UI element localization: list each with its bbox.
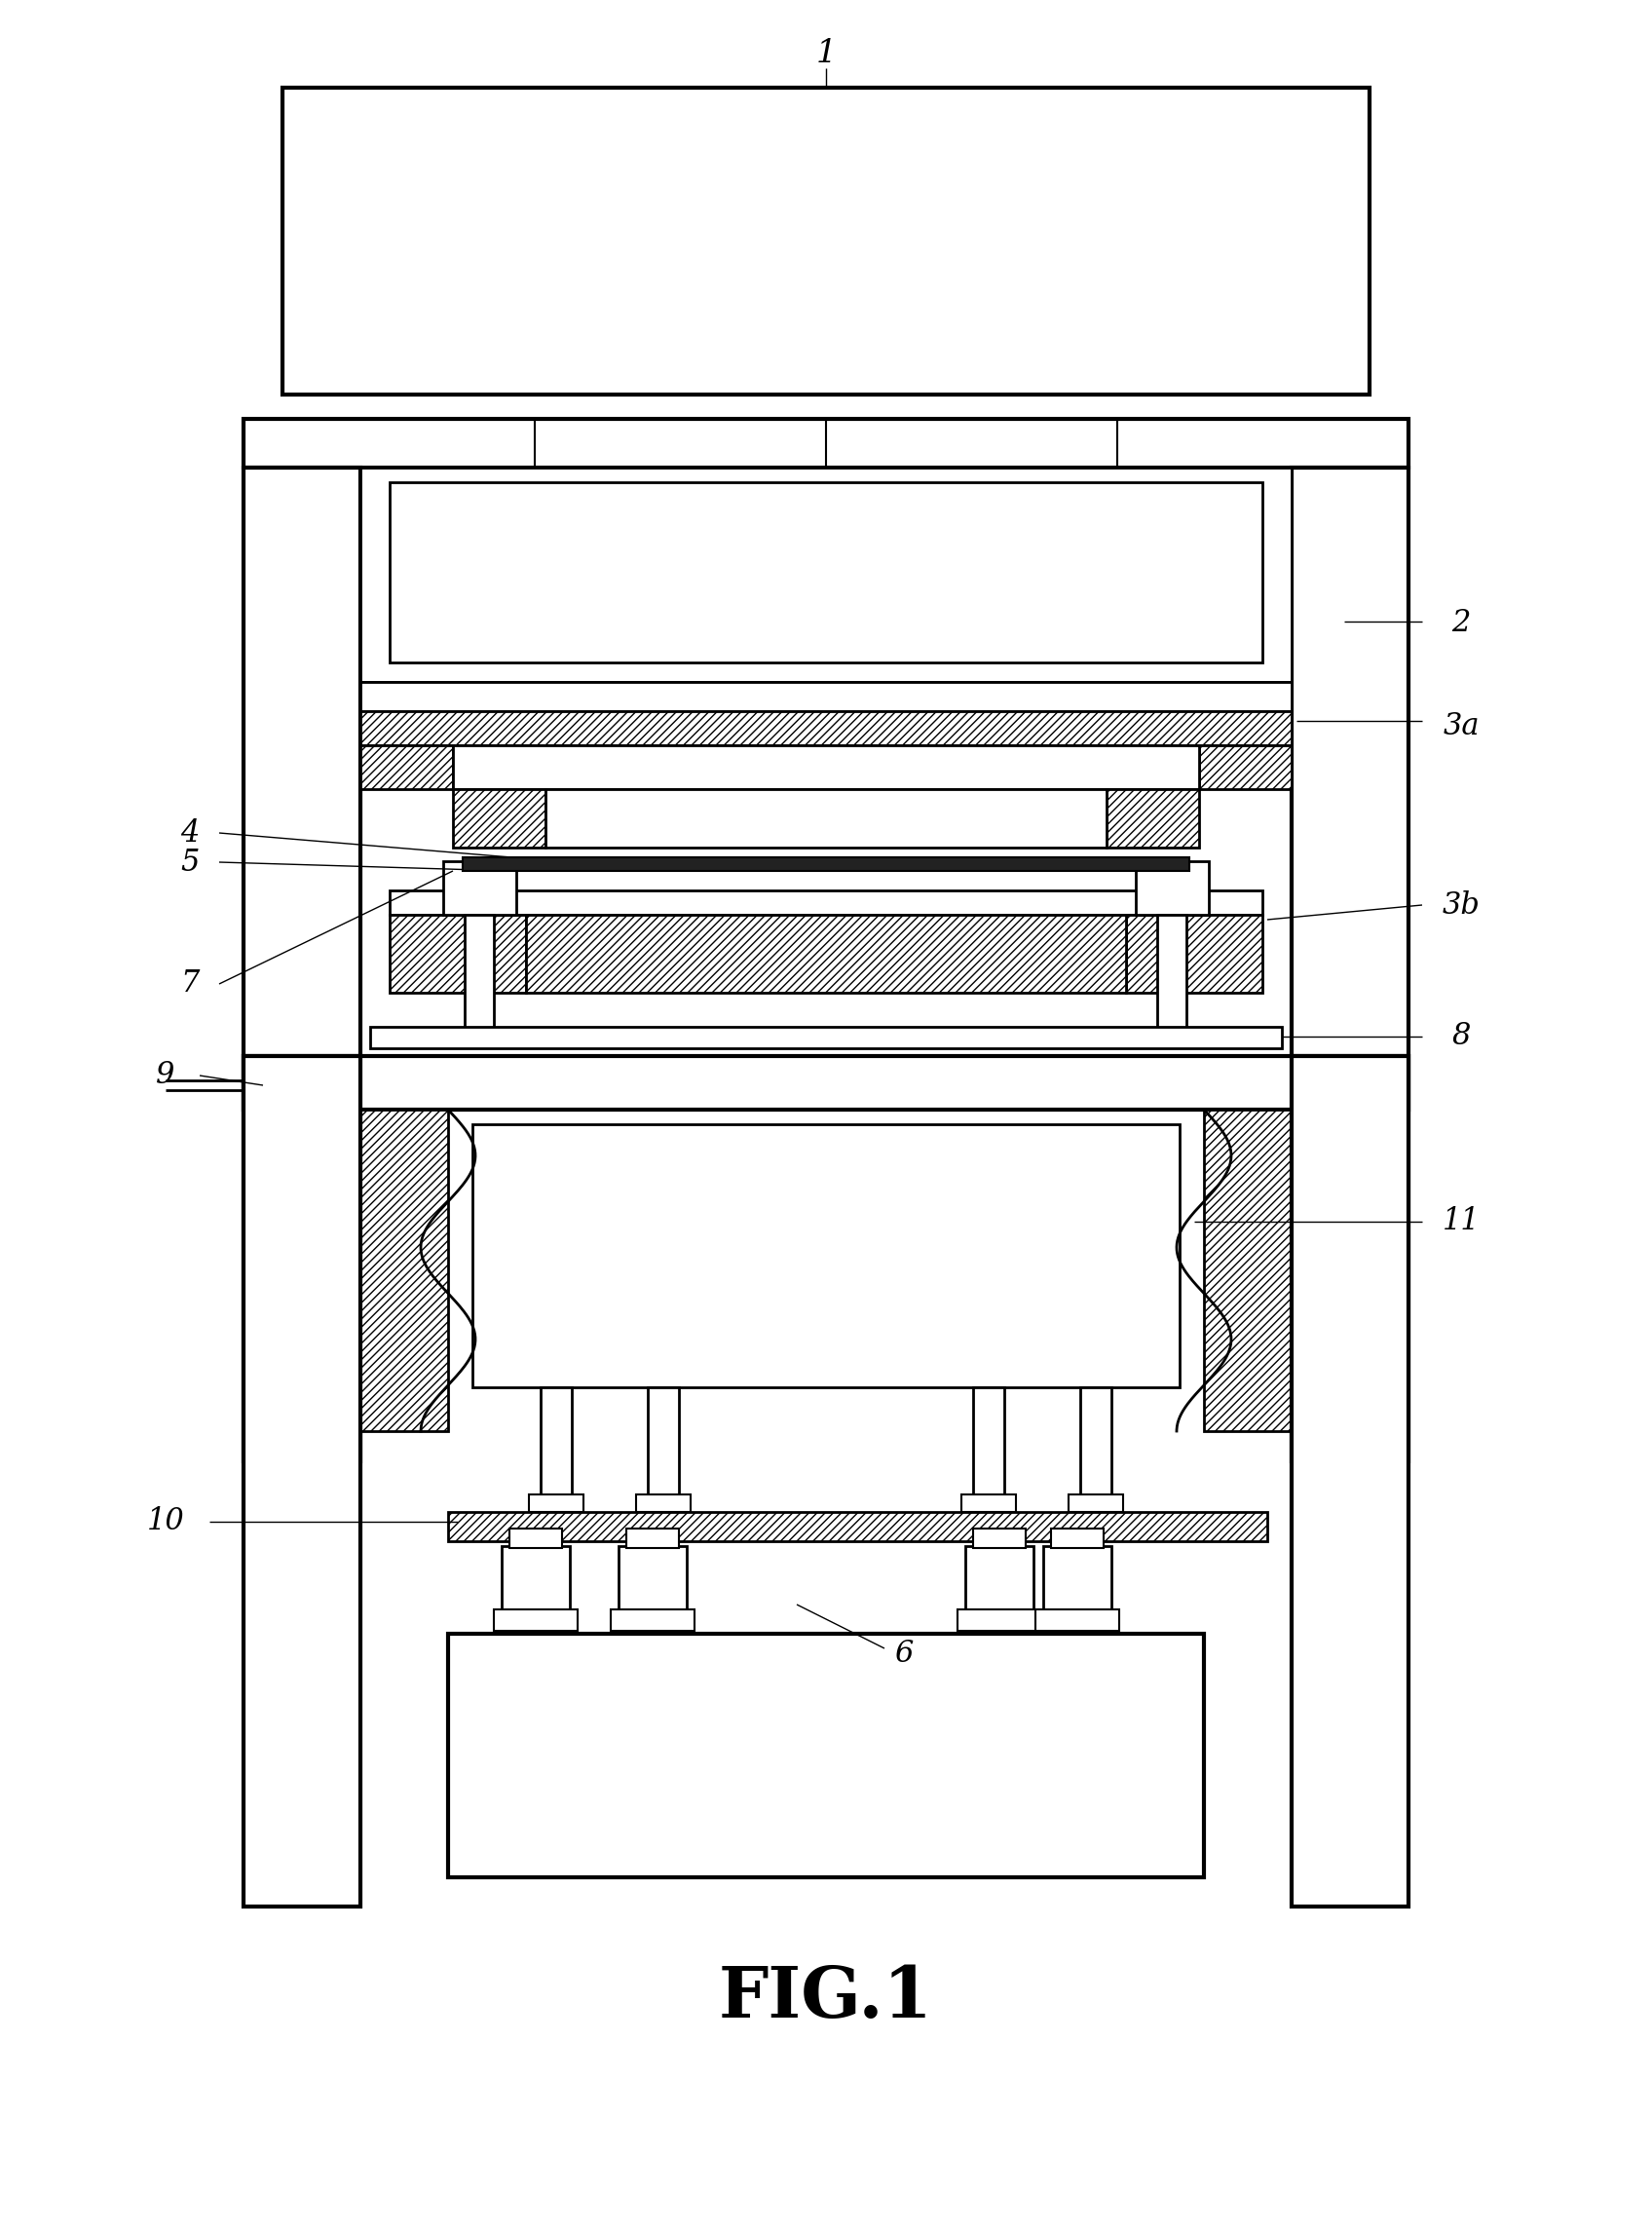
Bar [370,1028,1282,1048]
Bar [965,1547,1034,1625]
Text: 10: 10 [147,1507,185,1536]
Bar [1199,744,1292,789]
Bar [961,1493,1016,1511]
Bar [1292,1057,1409,1906]
Bar [509,1529,562,1547]
Bar [390,914,525,992]
Text: 3a: 3a [1442,711,1479,740]
Bar [973,1529,1026,1547]
Bar [390,481,1262,662]
Bar [243,1057,360,1906]
Bar [243,468,360,1462]
Bar [525,914,1127,992]
Bar [648,1386,679,1505]
Bar [1137,860,1209,914]
Bar [502,1547,570,1625]
Text: 11: 11 [1442,1206,1480,1237]
Bar [453,744,1199,789]
Bar [1292,468,1409,1462]
Bar [448,1511,1267,1540]
Bar [448,1634,1204,1877]
Bar [360,682,1292,711]
Bar [360,1110,448,1431]
Text: FIG.1: FIG.1 [719,1962,933,2031]
Bar [1080,1386,1112,1505]
Bar [973,1386,1004,1505]
Bar [618,1547,687,1625]
Bar [529,1493,583,1511]
Bar [282,87,1370,395]
Bar [1036,1609,1118,1632]
Bar [472,1123,1180,1386]
Bar [958,1609,1041,1632]
Bar [1156,914,1186,1032]
Bar [243,1057,1409,1110]
Bar [443,860,515,914]
Bar [1069,1493,1123,1511]
Bar [545,789,1107,847]
Bar [1127,914,1262,992]
Bar [611,1609,694,1632]
Text: 1: 1 [816,38,836,69]
Bar [636,1493,691,1511]
Bar [1204,1110,1292,1431]
Text: 8: 8 [1452,1021,1470,1052]
Bar [463,858,1189,872]
Bar [494,1609,578,1632]
Bar [626,1529,679,1547]
Text: 4: 4 [180,818,200,847]
Text: 6: 6 [894,1638,914,1667]
Text: 9: 9 [157,1061,175,1090]
Bar [360,711,1292,744]
Bar [540,1386,572,1505]
Bar [1107,789,1199,847]
Text: 2: 2 [1452,609,1470,637]
Bar [360,744,453,789]
Bar [1051,1529,1104,1547]
Bar [390,889,1262,914]
Bar [464,914,494,1032]
Bar [243,419,1409,468]
Text: 7: 7 [180,970,200,999]
Bar [453,789,545,847]
Bar [360,468,1292,682]
Text: 3b: 3b [1442,889,1480,921]
Bar [1042,1547,1112,1625]
Text: 5: 5 [180,847,200,878]
